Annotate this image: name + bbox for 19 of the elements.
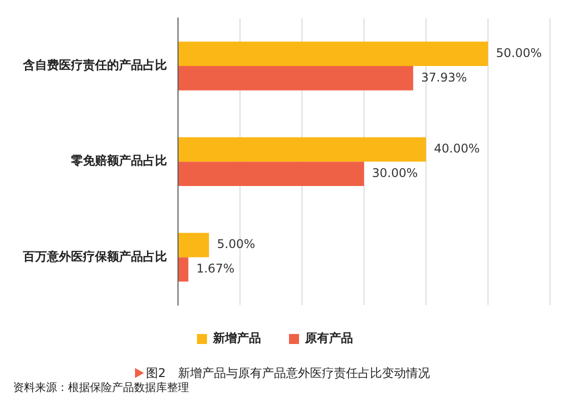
text: 图2 新增产品与原有产品意外医疗责任占比变动情况 [146, 366, 430, 380]
y-tick-label: 零免赔额产品占比 [70, 154, 167, 168]
data-label: 40.00% [434, 142, 480, 156]
legend-label: 原有产品 [304, 331, 353, 346]
data-label: 5.00% [217, 237, 256, 252]
bar [178, 42, 488, 66]
data-label: 50.00% [496, 46, 542, 60]
y-tick-label: 含自费医疗责任的产品占比 [22, 58, 167, 72]
text: 资料来源：根据保险产品数据库整理 [13, 381, 189, 395]
y-tick-label: 百万意外医疗保额产品占比 [22, 249, 167, 264]
data-label: 30.00% [372, 166, 418, 180]
bar [178, 66, 414, 90]
data-label: 1.67% [196, 262, 234, 276]
legend-label: 新增产品 [212, 331, 261, 346]
bar [178, 257, 188, 282]
bar [178, 162, 364, 186]
bar [178, 232, 209, 258]
data-label: 37.93% [421, 70, 467, 84]
bar [178, 137, 426, 162]
